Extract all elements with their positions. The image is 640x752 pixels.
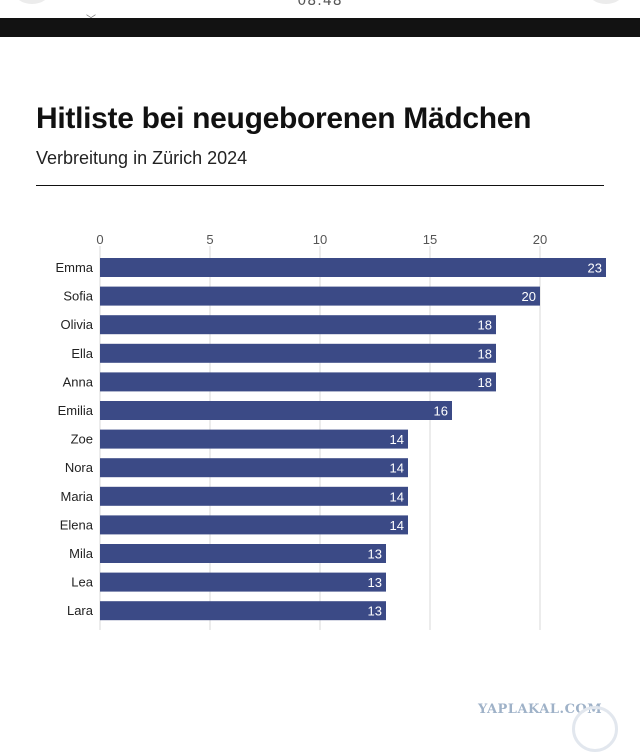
watermark-logo: [572, 706, 618, 752]
data-label: 16: [434, 404, 448, 419]
bar-elena: [100, 515, 408, 535]
bar-anna: [100, 372, 496, 392]
category-label: Ella: [71, 346, 93, 361]
top-toolbar: ﹀: [0, 15, 640, 37]
status-corner-right: [588, 0, 624, 4]
bar-olivia: [100, 315, 496, 335]
data-label: 14: [390, 461, 404, 476]
bar-maria: [100, 486, 408, 506]
category-label: Mila: [69, 546, 94, 561]
bar-nora: [100, 458, 408, 478]
data-label: 13: [368, 575, 382, 590]
bar-lea: [100, 572, 386, 592]
toolbar-icon: ﹀: [86, 15, 96, 26]
category-label: Maria: [60, 489, 93, 504]
data-label: 13: [368, 547, 382, 562]
data-label: 23: [588, 261, 602, 276]
chart-title: Hitliste bei neugeborenen Mädchen: [36, 102, 532, 135]
data-label: 18: [478, 375, 492, 390]
data-label: 13: [368, 604, 382, 619]
data-label: 14: [390, 432, 404, 447]
bar-mila: [100, 544, 386, 563]
bar-ella: [100, 343, 496, 363]
x-tick-label: 10: [313, 232, 327, 247]
bar-emilia: [100, 401, 452, 420]
data-label: 14: [390, 489, 404, 504]
title-divider: [36, 185, 604, 186]
category-label: Nora: [65, 460, 94, 475]
bar-chart: 0 5 10 15 20 Emma 23 Sofia 20 Olivia 18 Ella 18 Anna 1…: [55, 232, 606, 630]
category-label: Emilia: [58, 403, 94, 418]
x-tick-label: 20: [533, 232, 547, 247]
category-label: Elena: [60, 517, 94, 532]
chart-subtitle: Verbreitung in Zürich 2024: [36, 148, 248, 168]
status-bar: 08:48: [0, 0, 640, 18]
category-label: Lara: [67, 603, 94, 618]
x-tick-label: 5: [206, 232, 213, 247]
x-tick-label: 15: [423, 232, 437, 247]
category-label: Sofia: [63, 289, 93, 304]
category-label: Olivia: [60, 317, 93, 332]
status-time: 08:48: [297, 0, 343, 9]
category-label: Anna: [63, 374, 94, 389]
bar-sofia: [100, 286, 540, 306]
bar-emma: [100, 258, 606, 277]
bar-zoe: [100, 429, 408, 449]
status-corner-left: [14, 0, 50, 4]
category-label: Emma: [55, 260, 93, 275]
data-label: 18: [478, 346, 492, 361]
bar-lara: [100, 601, 386, 621]
category-label: Lea: [71, 575, 93, 590]
x-tick-label: 0: [96, 232, 103, 247]
data-label: 20: [522, 289, 536, 304]
watermark: YAPLAKAL.COM: [478, 702, 603, 717]
category-label: Zoe: [71, 432, 93, 447]
data-label: 14: [390, 518, 404, 533]
data-label: 18: [478, 318, 492, 333]
